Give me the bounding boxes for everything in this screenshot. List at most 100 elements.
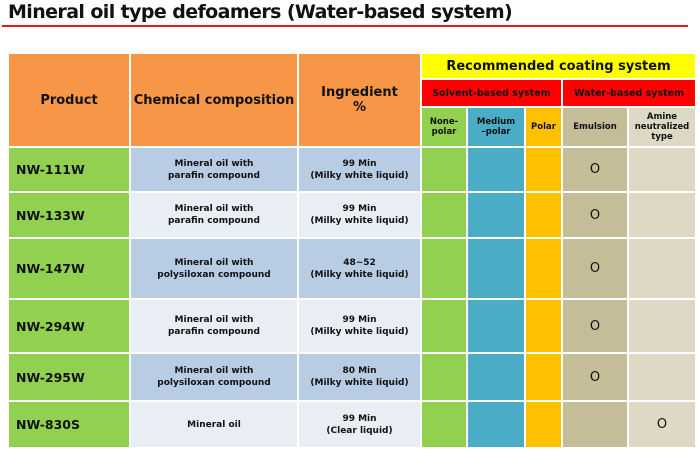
header-chemical: Chemical composition	[129, 52, 299, 148]
ingredient-value: 99 Min (Milky white liquid)	[297, 146, 422, 193]
emulsion-cell: O	[561, 191, 629, 239]
subheader-text: neutralized	[634, 122, 690, 132]
ingredient-line: 99 Min	[342, 413, 377, 424]
polar-cell	[524, 146, 563, 193]
chem-line: parafin compound	[167, 216, 261, 226]
medium-polar-cell	[466, 298, 526, 354]
amine-neutralized-cell	[627, 298, 697, 354]
subheader-text: None-	[429, 117, 459, 127]
subheader-emulsion: Emulsion	[561, 106, 629, 148]
table-row: NW-830S Mineral oil 99 Min (Clear liquid) O	[7, 400, 697, 449]
ingredient-line: 99 Min	[342, 158, 377, 169]
nonpolar-cell	[420, 146, 468, 193]
chemical-composition: Mineral oil with parafin compound	[129, 191, 299, 239]
header-solvent: Solvent-based system	[420, 78, 563, 108]
ingredient-line: 48~52	[343, 257, 376, 268]
product-name: NW-111W	[7, 146, 131, 193]
chem-line: parafin compound	[167, 327, 261, 337]
emulsion-cell	[561, 400, 629, 449]
emulsion-cell: O	[561, 237, 629, 300]
chemical-composition: Mineral oil with polysiloxan compound	[129, 352, 299, 402]
ingredient-value: 99 Min (Milky white liquid)	[297, 298, 422, 354]
ingredient-line: 80 Min	[342, 366, 377, 376]
product-name: NW-294W	[7, 298, 131, 354]
ingredient-value: 99 Min (Clear liquid)	[297, 400, 422, 449]
polar-cell	[524, 237, 563, 300]
subheader-amine-neutralized: Amine neutralized type	[627, 106, 697, 148]
header-water: Water-based system	[561, 78, 697, 108]
chemical-composition: Mineral oil with parafin compound	[129, 146, 299, 193]
table-row: NW-111W Mineral oil with parafin compound 9…	[7, 146, 697, 193]
medium-polar-cell	[466, 191, 526, 239]
table-row: NW-295W Mineral oil with polysiloxan compo…	[7, 352, 697, 402]
header-recommended: Recommended coating system	[420, 52, 697, 80]
amine-neutralized-cell	[627, 146, 697, 193]
ingredient-line: (Milky white liquid)	[310, 216, 409, 226]
amine-neutralized-cell	[627, 191, 697, 239]
medium-polar-cell	[466, 146, 526, 193]
header-product: Product	[7, 52, 131, 148]
subheader-text: polar	[431, 127, 457, 137]
nonpolar-cell	[420, 191, 468, 239]
subheader-text: Polar	[531, 122, 556, 132]
emulsion-cell: O	[561, 146, 629, 193]
table-row: NW-147W Mineral oil with polysiloxan compo…	[7, 237, 697, 300]
amine-neutralized-cell: O	[627, 400, 697, 449]
nonpolar-cell	[420, 237, 468, 300]
header-ingredient: Ingredient%	[297, 52, 422, 148]
chem-line: Mineral oil with	[174, 315, 254, 325]
polar-cell	[524, 191, 563, 239]
ingredient-value: 99 Min (Milky white liquid)	[297, 191, 422, 239]
emulsion-cell: O	[561, 352, 629, 402]
polar-cell	[524, 298, 563, 354]
ingredient-line: 99 Min	[342, 315, 377, 325]
subheader-text: type	[651, 132, 673, 142]
title-underline	[2, 25, 688, 27]
table-row: NW-294W Mineral oil with parafin compound 9…	[7, 298, 697, 354]
polar-cell	[524, 400, 563, 449]
product-name: NW-295W	[7, 352, 131, 402]
chem-line: parafin compound	[167, 170, 261, 181]
emulsion-cell: O	[561, 298, 629, 354]
chem-line: Mineral oil with	[174, 366, 254, 376]
ingredient-line: 99 Min	[342, 204, 377, 214]
medium-polar-cell	[466, 237, 526, 300]
subheader-nonpolar: None-polar	[420, 106, 468, 148]
chem-line: Mineral oil with	[174, 257, 254, 268]
percent-label: %	[352, 100, 367, 115]
medium-polar-cell	[466, 352, 526, 402]
chemical-composition: Mineral oil	[129, 400, 299, 449]
amine-neutralized-cell	[627, 352, 697, 402]
ingredient-line: (Clear liquid)	[326, 425, 393, 436]
ingredient-line: (Milky white liquid)	[310, 269, 409, 280]
polar-cell	[524, 352, 563, 402]
subheader-text: –polar	[481, 127, 511, 137]
subheader-text: Emulsion	[573, 122, 617, 132]
page-title: Mineral oil type defoamers (Water-based …	[8, 1, 513, 23]
chemical-composition: Mineral oil with polysiloxan compound	[129, 237, 299, 300]
table-row: NW-133W Mineral oil with parafin compound 9…	[7, 191, 697, 239]
chem-line: polysiloxan compound	[157, 378, 271, 388]
nonpolar-cell	[420, 352, 468, 402]
nonpolar-cell	[420, 298, 468, 354]
chem-line: Mineral oil	[187, 419, 241, 430]
chem-line: Mineral oil with	[174, 204, 254, 214]
ingredient-line: (Milky white liquid)	[310, 378, 409, 388]
ingredient-label: Ingredient	[321, 85, 398, 100]
subheader-text: Amine	[646, 112, 678, 122]
nonpolar-cell	[420, 400, 468, 449]
subheader-medium-polar: Medium –polar	[466, 106, 526, 148]
amine-neutralized-cell	[627, 237, 697, 300]
product-name: NW-830S	[7, 400, 131, 449]
ingredient-line: (Milky white liquid)	[310, 327, 409, 337]
ingredient-value: 48~52 (Milky white liquid)	[297, 237, 422, 300]
ingredient-value: 80 Min (Milky white liquid)	[297, 352, 422, 402]
product-name: NW-147W	[7, 237, 131, 300]
chemical-composition: Mineral oil with parafin compound	[129, 298, 299, 354]
ingredient-line: (Milky white liquid)	[310, 170, 409, 181]
subheader-text: Medium	[476, 117, 516, 127]
product-table: Product Chemical composition Ingredient%…	[7, 52, 697, 449]
chem-line: polysiloxan compound	[157, 269, 271, 280]
product-name: NW-133W	[7, 191, 131, 239]
subheader-polar: Polar	[524, 106, 563, 148]
